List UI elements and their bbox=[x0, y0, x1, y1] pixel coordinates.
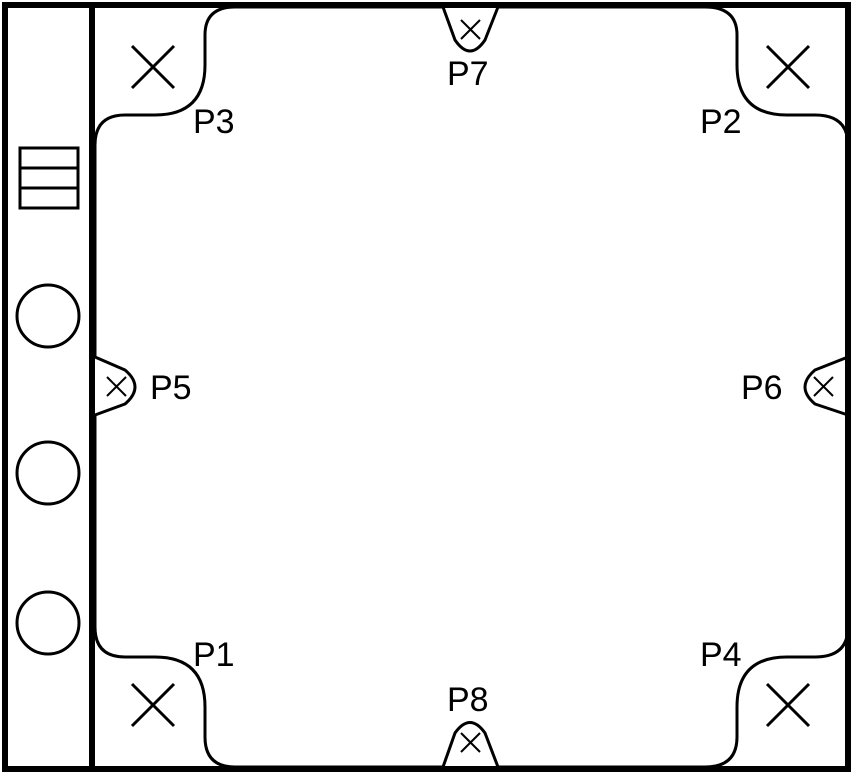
cross-marker-p4 bbox=[765, 682, 811, 728]
cross-marker-p2 bbox=[765, 44, 811, 90]
side-panel-stack-icon bbox=[18, 146, 80, 210]
label-p3: P3 bbox=[193, 103, 235, 141]
label-p7: P7 bbox=[447, 55, 489, 93]
cross-marker-p6 bbox=[813, 376, 834, 397]
side-panel-circle-3 bbox=[15, 590, 81, 656]
label-p6: P6 bbox=[741, 369, 783, 407]
label-p8: P8 bbox=[447, 681, 489, 719]
label-p5: P5 bbox=[150, 369, 192, 407]
label-p1: P1 bbox=[193, 636, 235, 674]
label-p4: P4 bbox=[700, 636, 742, 674]
side-panel-circle-1 bbox=[15, 283, 81, 349]
label-p2: P2 bbox=[700, 103, 742, 141]
cross-marker-p3 bbox=[130, 44, 176, 90]
cross-marker-p7 bbox=[460, 19, 481, 40]
side-panel-circle-2 bbox=[15, 440, 81, 506]
board-outline bbox=[93, 5, 850, 769]
cross-marker-p8 bbox=[460, 732, 481, 753]
cross-marker-p1 bbox=[130, 682, 176, 728]
cross-marker-p5 bbox=[106, 376, 127, 397]
